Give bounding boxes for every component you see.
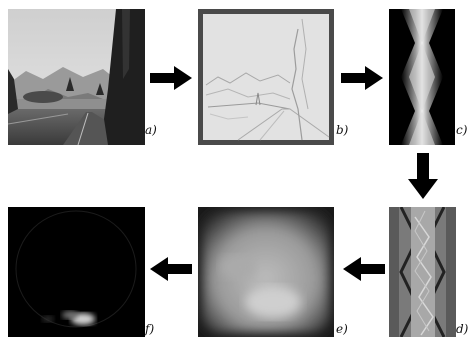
filtered-sinogram-image — [389, 207, 456, 337]
panel-f-label: f) — [145, 322, 155, 336]
panel-c-label: c) — [456, 123, 468, 137]
arrow-right-icon — [150, 66, 192, 90]
panel-f-dark-reconstruction — [8, 207, 145, 337]
panel-e-blurred-reconstruction — [198, 207, 334, 337]
dark-reconstruction-image — [8, 207, 145, 337]
panel-b-label: b) — [336, 123, 349, 137]
panel-d-label: d) — [456, 322, 469, 336]
panel-a-road-photo — [8, 9, 145, 145]
panel-c-sinogram — [389, 9, 455, 145]
blurred-reconstruction-image — [198, 207, 334, 337]
sinogram-image — [389, 9, 455, 145]
panel-d-filtered-sinogram — [389, 207, 456, 337]
panel-e-label: e) — [336, 322, 348, 336]
panel-a-label: a) — [145, 123, 157, 137]
arrow-right-icon — [341, 66, 383, 90]
arrow-left-icon — [343, 257, 385, 281]
road-photo-image — [8, 9, 145, 145]
edge-filtered-image — [198, 9, 334, 145]
arrow-down-icon — [408, 153, 438, 199]
panel-b-edge-filtered — [198, 9, 334, 145]
arrow-left-icon — [150, 257, 192, 281]
